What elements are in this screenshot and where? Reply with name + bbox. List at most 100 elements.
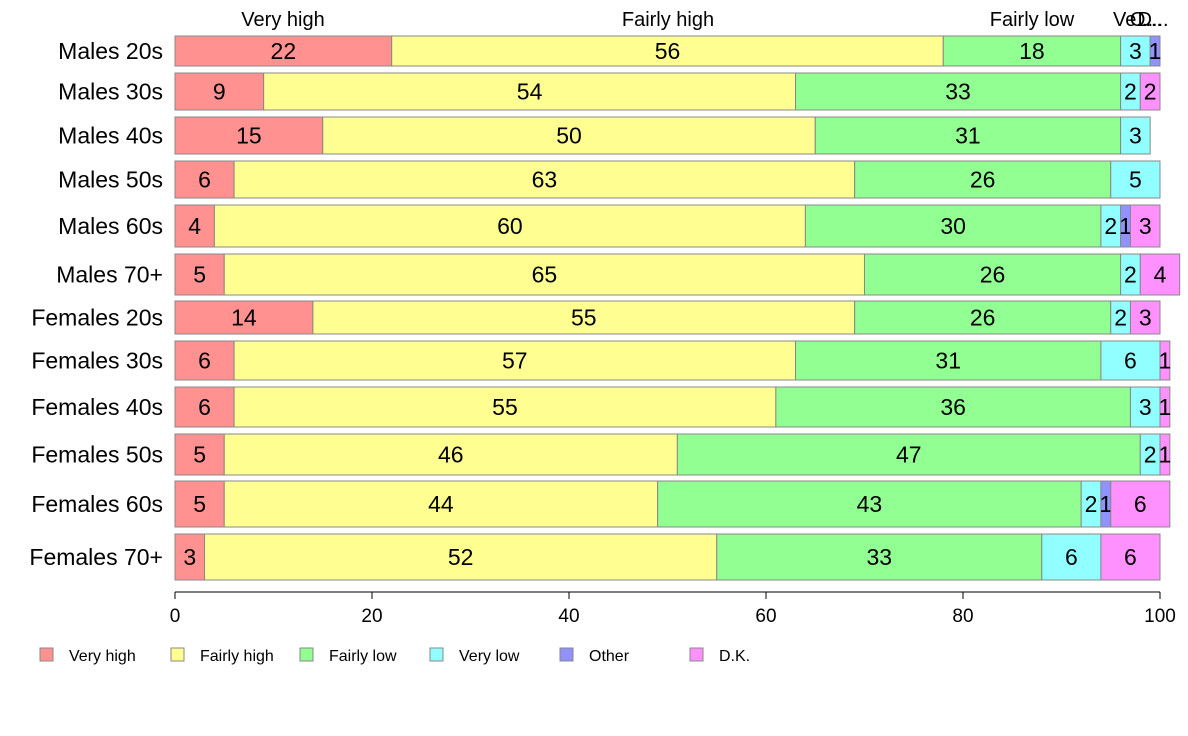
bar-segment xyxy=(263,72,797,111)
data-label: 18 xyxy=(1019,38,1045,64)
data-label: 1 xyxy=(1149,38,1162,64)
bar-segment xyxy=(223,253,865,296)
top-segment-label: O... xyxy=(1130,9,1162,31)
bars-group: 22 56 18 3 19 54 33 2 215 50 31 36 63 26 54 60 30 2 1 35 65 2… xyxy=(174,35,1181,581)
category-label: Females 40s xyxy=(31,394,163,420)
bar-segment xyxy=(1129,204,1161,248)
x-tick-label: 60 xyxy=(755,606,776,627)
top-segment-label: Ve... xyxy=(1113,9,1153,31)
bar-segment xyxy=(174,480,225,528)
x-tick-label: 20 xyxy=(361,606,382,627)
data-label: 55 xyxy=(571,305,597,331)
data-label: 22 xyxy=(271,38,297,64)
bar-segment xyxy=(1129,386,1161,428)
data-label: 5 xyxy=(1129,167,1142,193)
category-label: Males 70+ xyxy=(56,262,163,288)
bar-segment xyxy=(174,253,225,296)
bar-segment xyxy=(676,433,1141,476)
legend-swatch xyxy=(689,647,704,662)
data-label: 55 xyxy=(492,394,518,420)
data-label: 5 xyxy=(193,442,206,468)
data-label: 56 xyxy=(655,38,681,64)
data-label: 2 xyxy=(1104,213,1117,239)
top-segment-label: Fairly low xyxy=(990,9,1075,31)
data-label: 3 xyxy=(1139,394,1152,420)
data-label: 30 xyxy=(940,213,966,239)
bar-segment xyxy=(1041,533,1102,581)
bar-segment xyxy=(233,160,856,199)
category-label: Females 70+ xyxy=(29,544,163,570)
x-tick-label: 40 xyxy=(558,606,579,627)
x-tick-label: 0 xyxy=(170,606,181,627)
bar-segment xyxy=(174,160,235,199)
bar-segment xyxy=(775,386,1131,428)
bar-segment xyxy=(864,253,1122,296)
data-label: 33 xyxy=(866,544,892,570)
data-label: 46 xyxy=(438,442,464,468)
category-label: Males 40s xyxy=(58,123,163,149)
data-label: 33 xyxy=(945,79,971,105)
data-label: 4 xyxy=(1154,262,1167,288)
data-label: 1 xyxy=(1159,348,1172,374)
category-label: Females 50s xyxy=(31,442,163,468)
data-label: 2 xyxy=(1144,442,1157,468)
bar-segment xyxy=(942,35,1122,67)
data-label: 26 xyxy=(970,305,996,331)
bar-segment xyxy=(213,204,806,248)
data-label: 57 xyxy=(502,348,528,374)
bar-segment xyxy=(1139,253,1181,296)
bar-segment xyxy=(1149,35,1161,67)
data-label: 2 xyxy=(1114,305,1127,331)
bar-segment xyxy=(174,204,215,248)
legend-swatch xyxy=(170,647,185,662)
bar-segment xyxy=(174,35,393,67)
data-label: 2 xyxy=(1124,262,1137,288)
data-label: 54 xyxy=(517,79,543,105)
data-label: 31 xyxy=(955,123,981,149)
data-label: 3 xyxy=(1139,305,1152,331)
bar-segment xyxy=(1100,533,1161,581)
legend-label: Fairly high xyxy=(200,648,274,665)
data-label: 26 xyxy=(970,167,996,193)
category-label: Females 60s xyxy=(31,491,163,517)
bar-segment xyxy=(814,116,1122,155)
data-label: 2 xyxy=(1124,79,1137,105)
data-label: 4 xyxy=(188,213,201,239)
legend-swatch xyxy=(559,647,574,662)
data-label: 6 xyxy=(1065,544,1078,570)
legend-swatch xyxy=(39,647,54,662)
x-tick-label: 100 xyxy=(1144,606,1176,627)
data-label: 6 xyxy=(1124,348,1137,374)
data-label: 1 xyxy=(1159,442,1172,468)
bar-segment xyxy=(1159,340,1171,381)
bar-segment xyxy=(233,386,777,428)
bar-segment xyxy=(174,116,324,155)
category-label: Males 30s xyxy=(58,79,163,105)
bar-segment xyxy=(1110,480,1171,528)
legend-swatch xyxy=(299,647,314,662)
data-label: 3 xyxy=(183,544,196,570)
legend-label: Fairly low xyxy=(329,648,397,665)
data-label: 52 xyxy=(448,544,474,570)
category-labels-group: Males 20s Males 30s Males 40s Males 50s Male… xyxy=(29,38,163,570)
data-label: 50 xyxy=(556,123,582,149)
bar-segment xyxy=(174,433,225,476)
data-label: 2 xyxy=(1085,491,1098,517)
bar-segment xyxy=(854,160,1112,199)
x-axis: 0 20 40 60 80 100 xyxy=(170,591,1176,627)
top-segment-label: Fairly high xyxy=(622,9,714,31)
bar-segment xyxy=(1159,433,1171,476)
top-segment-label: D... xyxy=(1137,9,1168,31)
bar-segment xyxy=(1100,340,1161,381)
bar-segment xyxy=(1110,160,1161,199)
legend-label: Very low xyxy=(459,648,520,665)
bar-segment xyxy=(1129,300,1161,335)
bar-segment xyxy=(174,72,265,111)
data-label: 3 xyxy=(1139,213,1152,239)
data-label: 5 xyxy=(193,491,206,517)
bar-segment xyxy=(1120,116,1151,155)
x-tick-label: 80 xyxy=(952,606,973,627)
data-label: 6 xyxy=(1124,544,1137,570)
